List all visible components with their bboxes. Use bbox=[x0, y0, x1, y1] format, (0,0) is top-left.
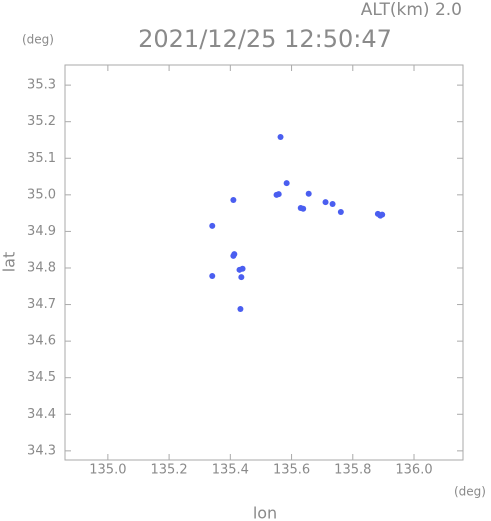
y-tick-label: 35.1 bbox=[27, 151, 56, 166]
echo-point bbox=[283, 180, 290, 187]
echo-point bbox=[238, 274, 245, 281]
x-tick-label: 135.6 bbox=[273, 463, 310, 478]
y-tick-label: 34.5 bbox=[27, 370, 56, 385]
echo-point bbox=[209, 273, 216, 280]
y-tick-label: 34.6 bbox=[27, 334, 56, 349]
echo-point bbox=[277, 134, 284, 141]
x-tick-label: 136.0 bbox=[395, 463, 432, 478]
echo-point bbox=[329, 200, 336, 207]
plot-frame bbox=[64, 64, 464, 461]
subtitle: ALT(km) 2.0 bbox=[361, 0, 462, 20]
echo-point bbox=[209, 222, 216, 229]
y-tick-label: 35.0 bbox=[27, 187, 56, 202]
echo-point bbox=[230, 196, 237, 203]
echo-point bbox=[231, 251, 238, 258]
y-tick-label: 34.9 bbox=[27, 224, 56, 239]
x-tick-label: 135.2 bbox=[150, 463, 187, 478]
x-axis-label: lon bbox=[253, 504, 277, 521]
echo-point bbox=[322, 199, 329, 206]
y-tick-label: 35.3 bbox=[27, 78, 56, 93]
y-tick-label: 34.3 bbox=[27, 443, 56, 458]
x-unit: (deg) bbox=[454, 485, 486, 499]
echo-point bbox=[337, 209, 344, 216]
echo-point bbox=[275, 191, 282, 198]
y-unit: (deg) bbox=[22, 33, 54, 47]
y-tick-label: 34.4 bbox=[27, 407, 56, 422]
echo-point bbox=[237, 305, 244, 312]
y-tick-label: 35.2 bbox=[27, 114, 56, 129]
x-tick-label: 135.0 bbox=[89, 463, 126, 478]
echo-point bbox=[239, 265, 246, 272]
echo-point bbox=[305, 190, 312, 197]
y-tick-label: 34.8 bbox=[27, 260, 56, 275]
y-tick-label: 34.7 bbox=[27, 297, 56, 312]
echo-point bbox=[379, 211, 386, 218]
echo-point bbox=[300, 205, 307, 212]
x-tick-label: 135.4 bbox=[212, 463, 249, 478]
y-axis-label: lat bbox=[0, 252, 19, 273]
x-tick-label: 135.8 bbox=[334, 463, 371, 478]
chart-title: 2021/12/25 12:50:47 bbox=[138, 25, 392, 53]
